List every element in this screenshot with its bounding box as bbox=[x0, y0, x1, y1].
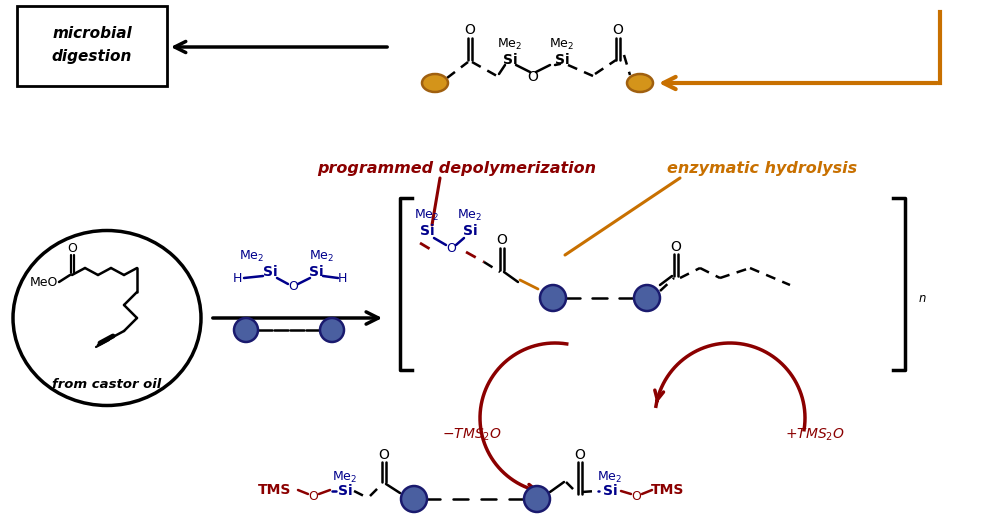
Text: Si: Si bbox=[337, 484, 352, 498]
Text: O: O bbox=[575, 448, 585, 462]
Text: $-TMS_2O$: $-TMS_2O$ bbox=[442, 427, 501, 443]
Text: MeO: MeO bbox=[30, 276, 58, 288]
Text: O: O bbox=[67, 241, 77, 254]
Text: programmed depolymerization: programmed depolymerization bbox=[317, 161, 596, 175]
Text: O: O bbox=[496, 233, 507, 247]
Ellipse shape bbox=[13, 231, 201, 406]
Text: H: H bbox=[232, 271, 241, 285]
Text: Si: Si bbox=[419, 224, 434, 238]
Text: Si: Si bbox=[309, 265, 323, 279]
Text: digestion: digestion bbox=[51, 49, 133, 63]
Text: O: O bbox=[288, 280, 298, 294]
Text: O: O bbox=[612, 23, 623, 37]
Text: Si: Si bbox=[463, 224, 478, 238]
Text: enzymatic hydrolysis: enzymatic hydrolysis bbox=[667, 161, 857, 175]
Text: H: H bbox=[337, 271, 347, 285]
Text: Me$_2$: Me$_2$ bbox=[457, 208, 483, 222]
Text: Me$_2$: Me$_2$ bbox=[414, 208, 439, 222]
Text: $_n$: $_n$ bbox=[918, 286, 927, 304]
Text: Me$_2$: Me$_2$ bbox=[310, 249, 334, 263]
Circle shape bbox=[524, 486, 550, 512]
Text: O: O bbox=[631, 489, 641, 503]
Circle shape bbox=[540, 285, 566, 311]
Text: O: O bbox=[671, 240, 681, 254]
Ellipse shape bbox=[422, 74, 448, 92]
Text: O: O bbox=[465, 23, 476, 37]
Text: Me$_2$: Me$_2$ bbox=[550, 36, 575, 52]
Text: Me$_2$: Me$_2$ bbox=[597, 469, 623, 485]
Text: Me$_2$: Me$_2$ bbox=[332, 469, 358, 485]
Circle shape bbox=[634, 285, 660, 311]
Text: Me$_2$: Me$_2$ bbox=[239, 249, 265, 263]
Text: TMS: TMS bbox=[258, 483, 292, 497]
Text: O: O bbox=[379, 448, 390, 462]
Text: Si: Si bbox=[502, 53, 517, 67]
Text: O: O bbox=[308, 489, 317, 503]
Text: microbial: microbial bbox=[52, 25, 132, 41]
Text: O: O bbox=[446, 242, 456, 256]
Circle shape bbox=[320, 318, 344, 342]
Circle shape bbox=[234, 318, 258, 342]
Text: TMS: TMS bbox=[652, 483, 684, 497]
FancyBboxPatch shape bbox=[17, 6, 167, 86]
Text: Me$_2$: Me$_2$ bbox=[497, 36, 522, 52]
Ellipse shape bbox=[627, 74, 653, 92]
Text: from castor oil: from castor oil bbox=[52, 379, 161, 391]
Text: Si: Si bbox=[555, 53, 570, 67]
Text: Si: Si bbox=[263, 265, 277, 279]
Text: O: O bbox=[527, 70, 538, 84]
Circle shape bbox=[401, 486, 427, 512]
Text: $+TMS_2O$: $+TMS_2O$ bbox=[785, 427, 845, 443]
Text: Si: Si bbox=[602, 484, 617, 498]
